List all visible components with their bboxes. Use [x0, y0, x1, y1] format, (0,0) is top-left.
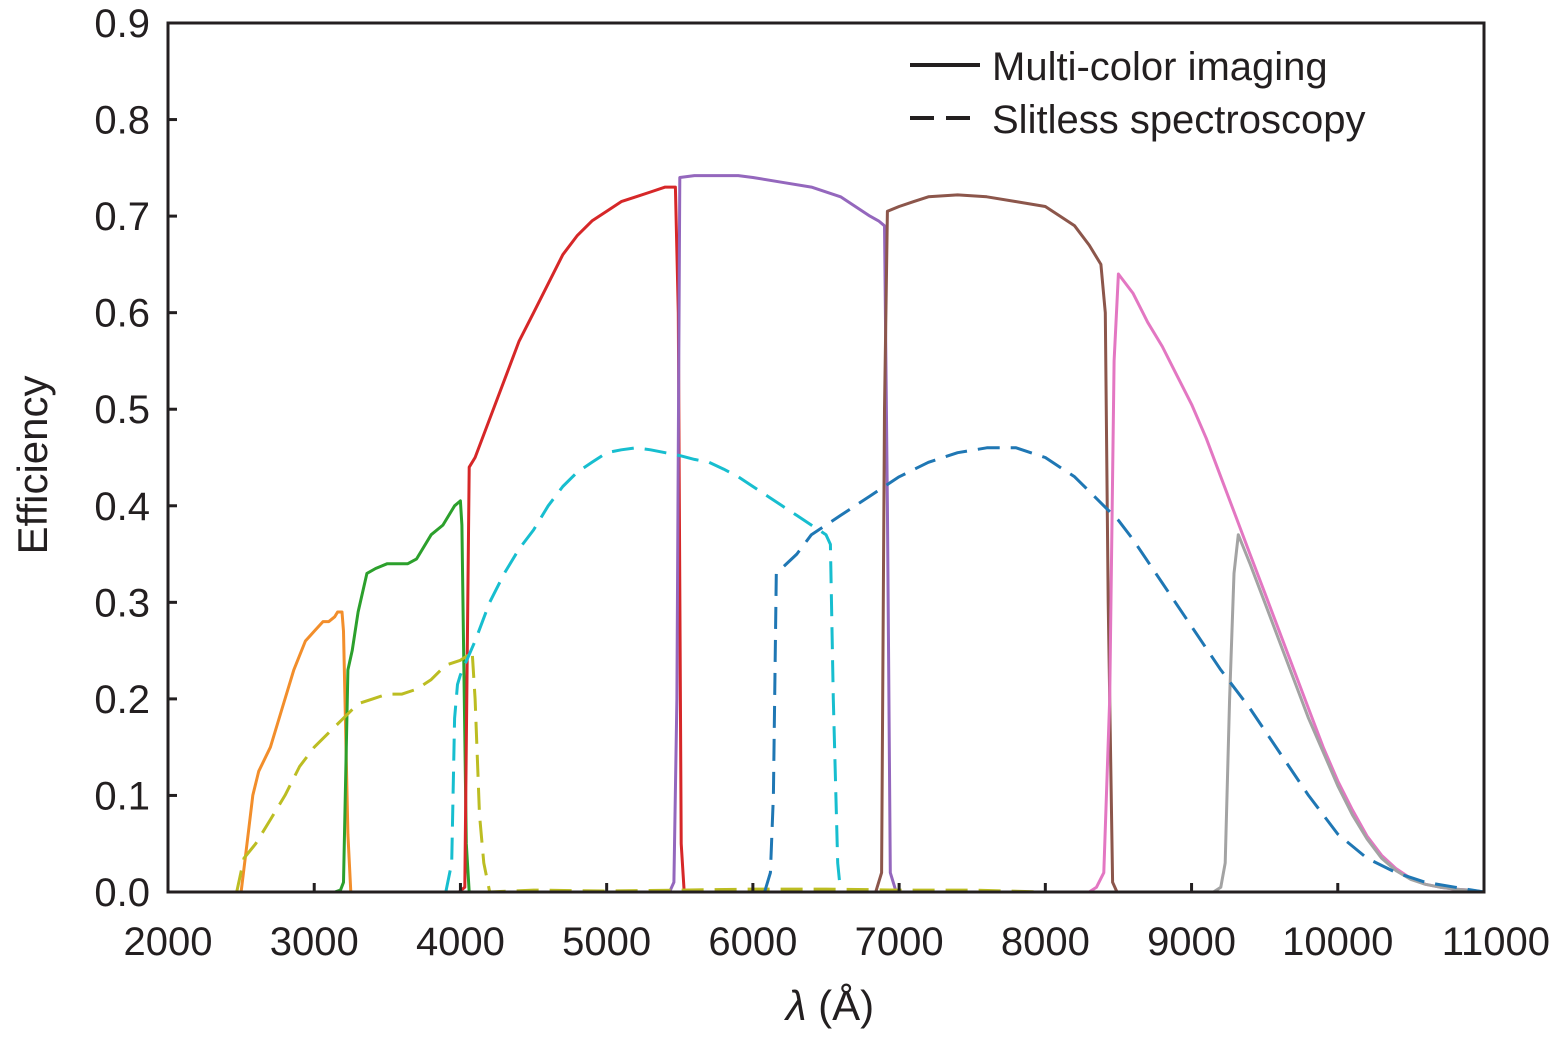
series-line-9-dashed: [444, 446, 843, 893]
series-line-5-solid: [874, 193, 1119, 893]
series-line-8-dashed: [235, 649, 1046, 894]
y-axis-title: Efficiency: [9, 376, 56, 555]
x-tick-label: 9000: [1147, 920, 1236, 964]
y-tick-label: 0.7: [94, 195, 150, 239]
x-tick-label: 5000: [562, 920, 651, 964]
series-line-3-solid: [458, 185, 686, 894]
legend-label-slitless-spectroscopy: Slitless spectroscopy: [992, 98, 1365, 142]
y-tick-label: 0.4: [94, 485, 150, 529]
x-tick-label: 2000: [124, 920, 213, 964]
series-line-10-dashed: [763, 446, 1485, 894]
series-layer: [235, 174, 1485, 894]
x-tick-label: 7000: [855, 920, 944, 964]
plot-frame: [166, 21, 1486, 894]
y-tick-label: 0.0: [94, 871, 150, 915]
ticks-layer: 2000 3000 4000 5000 6000 7000 8000 9000 10000 110…: [94, 2, 1550, 964]
y-tick-label: 0.3: [94, 581, 150, 625]
y-tick-label: 0.1: [94, 774, 150, 818]
series-line-7-solid: [1212, 533, 1485, 894]
x-tick-label: 3000: [270, 920, 359, 964]
series-line-4-solid: [668, 174, 898, 893]
x-tick-label: 4000: [416, 920, 505, 964]
x-axis-title-symbol: λ: [784, 982, 807, 1029]
series-line-6-solid: [1088, 272, 1485, 894]
y-tick-label: 0.2: [94, 678, 150, 722]
y-tick-label: 0.9: [94, 2, 150, 46]
x-tick-label: 6000: [708, 920, 797, 964]
x-tick-label: 11000: [1442, 920, 1550, 964]
x-tick-label: 8000: [1001, 920, 1090, 964]
legend-label-multi-color-imaging: Multi-color imaging: [992, 45, 1328, 89]
legend: Multi-color imaging Slitless spectroscop…: [910, 45, 1365, 142]
y-tick-label: 0.8: [94, 99, 150, 143]
x-tick-label: 10000: [1282, 920, 1393, 964]
series-line-1-solid: [239, 610, 353, 893]
y-tick-label: 0.5: [94, 388, 150, 432]
x-axis-title-unit: (Å): [807, 982, 875, 1029]
x-axis-title: λ (Å): [784, 982, 874, 1029]
series-line-2-solid: [334, 499, 471, 894]
y-tick-label: 0.6: [94, 292, 150, 336]
